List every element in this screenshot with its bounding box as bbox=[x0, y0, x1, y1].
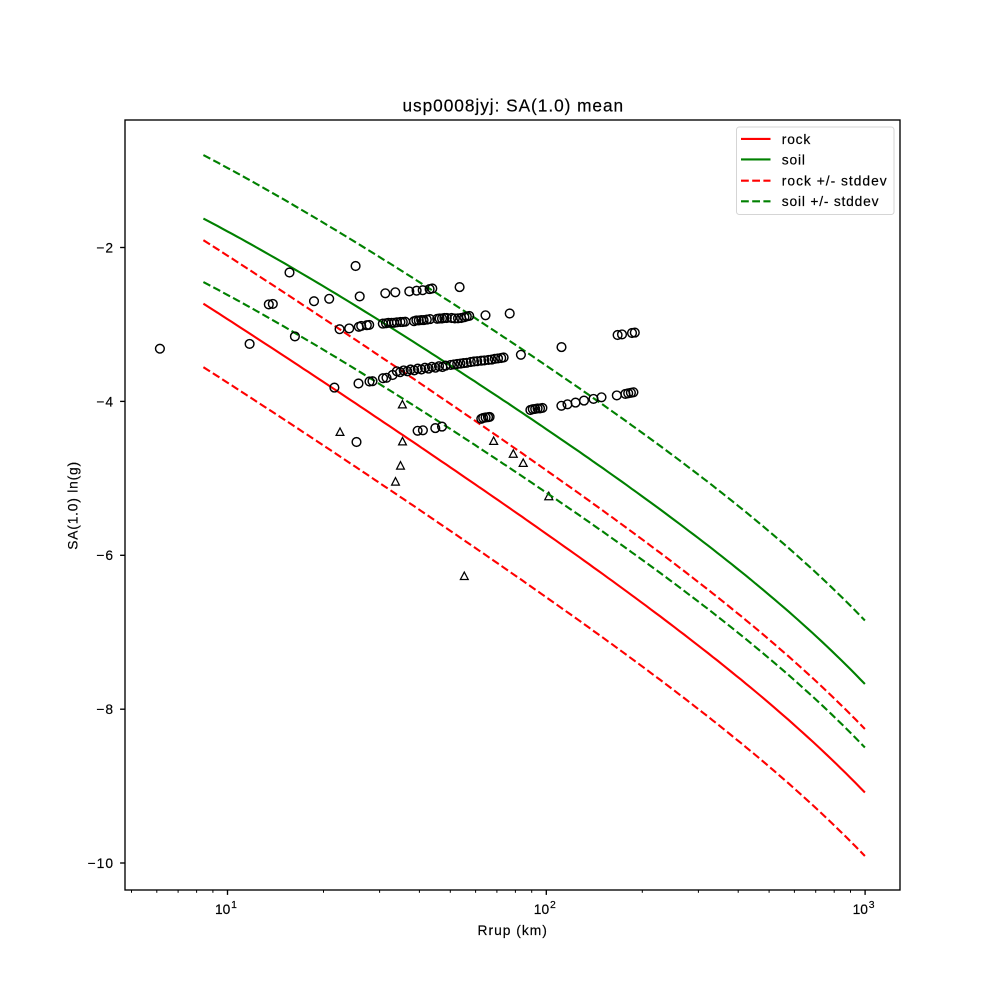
svg-text:soil +/- stddev: soil +/- stddev bbox=[782, 194, 880, 209]
svg-text:−8: −8 bbox=[96, 702, 114, 717]
svg-text:rock: rock bbox=[782, 132, 811, 147]
svg-text:−4: −4 bbox=[96, 394, 114, 409]
svg-text:soil: soil bbox=[782, 152, 806, 167]
svg-text:usp0008jyj: SA(1.0) mean: usp0008jyj: SA(1.0) mean bbox=[402, 96, 624, 116]
svg-text:−2: −2 bbox=[96, 240, 114, 255]
svg-text:−6: −6 bbox=[96, 548, 114, 563]
svg-text:rock +/- stddev: rock +/- stddev bbox=[782, 174, 888, 189]
svg-text:−10: −10 bbox=[87, 856, 114, 871]
svg-text:Rrup (km): Rrup (km) bbox=[478, 923, 548, 938]
svg-text:SA(1.0) ln(g): SA(1.0) ln(g) bbox=[65, 461, 80, 550]
